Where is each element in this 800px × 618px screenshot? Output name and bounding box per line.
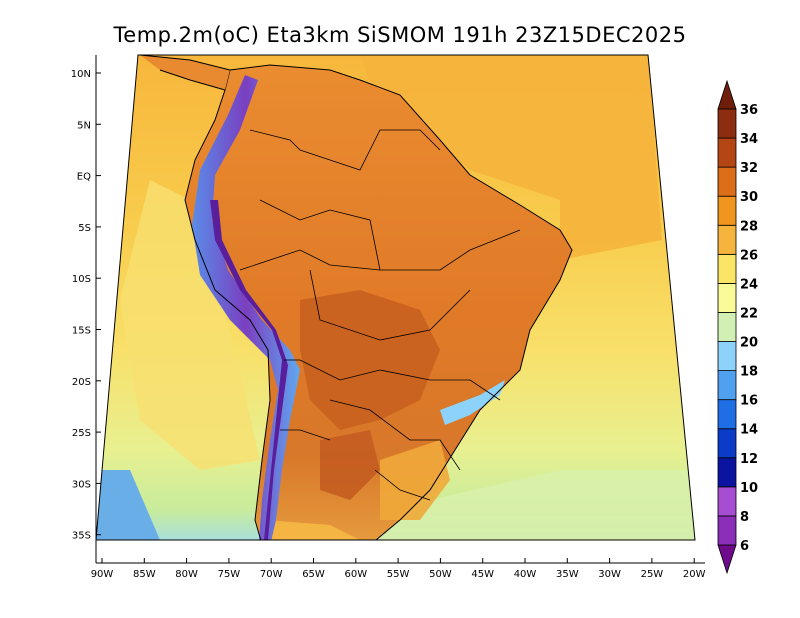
colorbar-label: 26 <box>740 248 758 263</box>
colorbar-label: 24 <box>740 277 758 292</box>
colorbar-label: 34 <box>740 132 758 147</box>
lon-tick-label: 75W <box>218 569 241 580</box>
lat-tick-label: 5N <box>77 120 91 131</box>
colorbar-swatch <box>717 253 737 284</box>
colorbar-swatch <box>717 486 737 517</box>
longitude-axis: 90W 85W 80W 75W 70W 65W 60W 55W 50W 45W 40W 35W 30W 2… <box>91 558 706 580</box>
lon-tick-label: 85W <box>133 569 156 580</box>
lat-tick-label: 30S <box>72 479 91 490</box>
map-area <box>96 55 695 540</box>
colorbar: 6 8 10 12 14 16 18 20 22 24 26 28 30 32 34 36 <box>717 79 758 575</box>
cool-south-atlantic <box>360 470 695 540</box>
lon-tick-label: 80W <box>175 569 198 580</box>
lat-tick-label: EQ <box>77 172 91 183</box>
colorbar-swatch <box>717 428 737 459</box>
lon-tick-label: 45W <box>471 569 494 580</box>
colorbar-swatch <box>717 457 737 488</box>
map-title: Temp.2m(oC) Eta3km SiSMOM 191h 23Z15DEC2… <box>113 23 687 47</box>
colorbar-swatch <box>717 108 737 139</box>
colorbar-label: 14 <box>740 423 758 438</box>
colorbar-swatch <box>717 282 737 313</box>
lon-tick-label: 65W <box>302 569 325 580</box>
lon-tick-label: 50W <box>429 569 452 580</box>
colorbar-label: 36 <box>740 103 758 118</box>
lon-tick-label: 90W <box>91 569 114 580</box>
colorbar-label: 30 <box>740 190 758 205</box>
colorbar-swatch <box>717 341 737 371</box>
map-frame <box>95 54 696 541</box>
patagonia-region <box>262 520 360 540</box>
colorbar-max-arrow <box>717 79 737 110</box>
central-america-land <box>140 55 230 90</box>
colorbar-label: 18 <box>740 365 758 380</box>
latitude-axis: 10N 5N EQ 5S 10S 15S 20S 25S 30S 35S <box>71 69 101 542</box>
lon-tick-label: 35W <box>556 569 579 580</box>
colorbar-swatch <box>717 166 737 197</box>
lon-tick-label: 30W <box>598 569 621 580</box>
lon-tick-label: 40W <box>514 569 537 580</box>
colorbar-label: 16 <box>740 394 758 409</box>
lon-tick-label: 20W <box>683 569 706 580</box>
serra-mar-cool-spots <box>440 380 505 425</box>
lat-tick-label: 10S <box>72 274 91 285</box>
country-borders <box>239 129 521 501</box>
andes-core <box>210 200 288 540</box>
colorbar-min-arrow <box>717 544 737 575</box>
coastline <box>184 64 573 540</box>
colorbar-label: 10 <box>740 481 758 496</box>
colorbar-label: 8 <box>740 510 749 525</box>
lon-tick-label: 60W <box>344 569 367 580</box>
colorbar-swatch <box>717 370 737 401</box>
hot-chaco-region <box>320 430 380 500</box>
lat-tick-label: 20S <box>72 377 91 388</box>
colorbar-swatch <box>717 515 737 546</box>
colorbar-swatch <box>717 137 737 168</box>
lon-tick-label: 55W <box>387 569 410 580</box>
colorbar-label: 6 <box>740 539 749 554</box>
pacific-cool-band <box>120 180 260 470</box>
lon-tick-label: 25W <box>641 569 664 580</box>
lat-tick-label: 10N <box>71 69 91 80</box>
andes-cold-strip <box>192 75 300 540</box>
cold-ocean-band <box>96 470 160 540</box>
colorbar-label: 12 <box>740 452 758 467</box>
warm-ocean-band <box>360 55 662 260</box>
colorbar-swatch <box>717 312 737 342</box>
lon-tick-label: 70W <box>260 569 283 580</box>
lat-tick-label: 5S <box>78 223 91 234</box>
south-brazil-region <box>380 440 450 520</box>
lat-tick-label: 15S <box>72 326 91 337</box>
colorbar-swatch <box>717 224 737 255</box>
lat-tick-label: 25S <box>72 428 91 439</box>
colorbar-swatch <box>717 399 737 430</box>
colorbar-swatch <box>717 195 737 226</box>
colorbar-label: 22 <box>740 306 758 321</box>
colorbar-label: 28 <box>740 219 758 234</box>
colorbar-label: 20 <box>740 336 758 351</box>
colorbar-label: 32 <box>740 161 758 176</box>
lat-tick-label: 35S <box>72 531 91 542</box>
